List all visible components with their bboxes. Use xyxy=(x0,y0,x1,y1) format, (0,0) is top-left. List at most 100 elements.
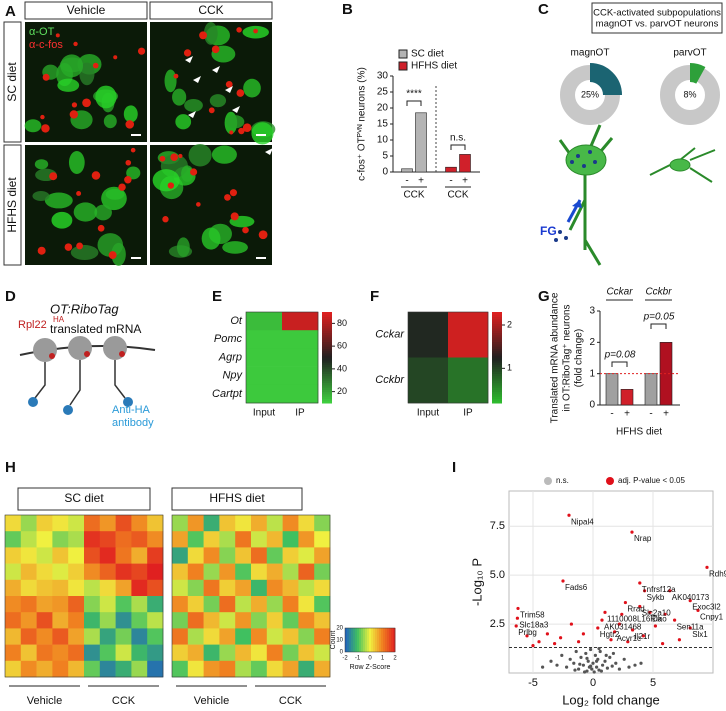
point xyxy=(574,649,578,654)
point xyxy=(577,667,581,671)
row-header: SC diet xyxy=(5,62,19,102)
colorkey-step xyxy=(373,628,376,652)
x-tick-label: 0 xyxy=(590,677,596,689)
point-label: 1110008L16Rik xyxy=(607,614,663,623)
heatmap-cell xyxy=(115,547,132,564)
panel-label: D xyxy=(5,288,16,305)
colorbar-tick-label: 80 xyxy=(337,318,347,328)
colorbar-step xyxy=(492,357,502,361)
heatmap-cell xyxy=(203,628,220,645)
cell-stain xyxy=(94,204,112,221)
colorkey-step xyxy=(365,628,368,652)
point xyxy=(589,647,593,652)
point xyxy=(595,665,599,669)
colorbar-step xyxy=(492,359,502,363)
heatmap-cell xyxy=(282,312,319,331)
point xyxy=(639,661,643,665)
colorbar-step xyxy=(322,352,332,356)
cell-stain xyxy=(32,190,50,202)
panel-label: E xyxy=(212,288,222,305)
heatmap-cell xyxy=(203,563,220,581)
annotation: n.s. xyxy=(450,133,466,144)
ribotag-drawing xyxy=(19,336,156,415)
heatmap-cell xyxy=(5,547,22,564)
nucleus-stain xyxy=(159,155,166,162)
point xyxy=(597,646,601,651)
nucleus-stain xyxy=(258,230,268,240)
nucleus-stain xyxy=(178,153,183,159)
heatmap-cell xyxy=(147,515,164,532)
heatmap-cell xyxy=(282,366,319,386)
point-label: Slc2a10 xyxy=(642,609,671,618)
y-tick-label: 5.0 xyxy=(490,569,505,581)
heatmap-cell xyxy=(235,531,252,548)
heatmap-cell xyxy=(266,660,283,678)
heatmap-cell xyxy=(314,547,331,564)
column-header-box xyxy=(149,1,273,20)
colorkey-step xyxy=(345,628,348,652)
colorbar-step xyxy=(492,364,502,368)
colorbar-step xyxy=(322,359,332,363)
nucleus-stain xyxy=(69,110,79,119)
colorbar-step xyxy=(322,330,332,333)
heatmap-cell xyxy=(5,515,22,532)
heatmap-cell xyxy=(282,515,299,532)
heatmap-cell xyxy=(147,660,164,678)
nucleus-stain xyxy=(229,189,237,197)
point-label: Nrap xyxy=(634,534,652,543)
row-label: Cckar xyxy=(375,329,405,341)
group-label: Vehicle xyxy=(27,695,62,707)
nucleus-stain xyxy=(229,130,234,135)
colorbar-step xyxy=(492,380,502,384)
cell-stain xyxy=(172,88,187,106)
point xyxy=(609,638,613,642)
heatmap-cell xyxy=(99,547,116,564)
point xyxy=(568,657,572,661)
x-tick-label: - xyxy=(405,176,408,187)
point xyxy=(531,644,535,648)
heatmap-cell xyxy=(314,515,331,532)
heatmap-cell xyxy=(68,612,85,629)
heatmap-cell xyxy=(68,515,85,532)
panel-label: H xyxy=(5,459,16,476)
cell-stain xyxy=(225,115,245,129)
heatmap-cell xyxy=(84,596,101,613)
colorkey-step xyxy=(369,628,372,652)
colorbar-step xyxy=(492,341,502,345)
heatmap-frame xyxy=(4,514,164,678)
heatmap-cell xyxy=(235,515,252,532)
heatmap-cell xyxy=(172,612,189,629)
nucleus-stain xyxy=(71,102,78,108)
x-tick-label: + xyxy=(663,409,669,420)
heatmap-cell xyxy=(68,660,85,678)
heatmap-cell xyxy=(147,628,164,645)
nucleus-stain xyxy=(253,28,258,34)
heatmap-cell xyxy=(115,628,132,645)
heatmap-cell xyxy=(172,547,189,564)
heatmap-cell xyxy=(147,563,164,581)
point xyxy=(595,659,599,663)
group-label: Cckbr xyxy=(645,287,672,298)
cell-stain xyxy=(123,105,138,123)
heatmap-cell xyxy=(314,660,331,678)
cell-stain xyxy=(251,122,274,145)
x-tick-label: + xyxy=(462,176,468,187)
y-axis-label: (fold change) xyxy=(574,329,585,387)
heatmap-cell xyxy=(99,515,116,532)
cell-stain xyxy=(101,186,127,211)
colorbar-step xyxy=(322,346,332,349)
heatmap-cell xyxy=(99,579,116,597)
nucleus-stain xyxy=(236,27,242,33)
heatmap-cell xyxy=(52,579,69,597)
y-tick-label: 5 xyxy=(382,151,388,162)
point xyxy=(515,616,520,620)
cell-stain xyxy=(222,241,248,254)
heatmap-cell xyxy=(99,660,116,678)
heatmap-cell xyxy=(115,644,132,662)
colorbar-step xyxy=(322,393,332,397)
point-label: Slc18a3 xyxy=(519,620,548,629)
nucleus-stain xyxy=(118,183,126,191)
heatmap-cell xyxy=(408,357,449,404)
heatmap-cell xyxy=(52,628,69,645)
heatmap-cell xyxy=(131,531,148,548)
